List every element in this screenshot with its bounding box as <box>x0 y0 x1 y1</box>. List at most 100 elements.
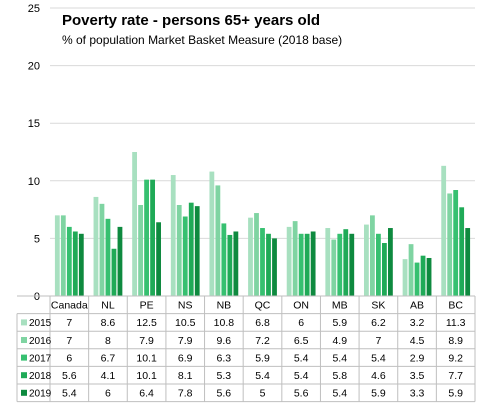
table-cell: 5.4 <box>62 388 77 400</box>
bar <box>453 190 459 296</box>
table-cell: 8.9 <box>448 335 463 347</box>
bar <box>292 221 298 296</box>
legend-label: 2015 <box>29 318 52 329</box>
table-cell: 6.4 <box>139 388 154 400</box>
table-cell: 5.6 <box>62 370 77 382</box>
bar <box>343 229 349 296</box>
x-tick-label: BC <box>448 300 463 312</box>
bar <box>99 203 105 296</box>
x-tick-label: MB <box>332 300 348 312</box>
bar <box>182 216 188 296</box>
legend-swatch <box>21 354 27 361</box>
bar <box>408 244 414 296</box>
table-cell: 4.9 <box>332 335 347 347</box>
table-cell: 5.4 <box>371 352 386 364</box>
table-cell: 5.9 <box>448 388 463 400</box>
bar <box>138 204 143 296</box>
x-tick-label: Canada <box>51 300 88 312</box>
bar <box>54 215 60 296</box>
legend-label: 2017 <box>29 353 52 364</box>
bar <box>194 206 200 296</box>
table-cell: 8.6 <box>101 317 116 329</box>
legend-swatch <box>21 372 27 379</box>
bar <box>105 218 111 296</box>
bar <box>248 217 253 296</box>
y-tick-label: 25 <box>28 3 40 15</box>
table-cell: 5 <box>260 388 266 400</box>
table-cell: 10.8 <box>214 317 235 329</box>
table-cell: 4.1 <box>101 370 116 382</box>
table-cell: 5.6 <box>294 388 309 400</box>
legend-label: 2019 <box>29 389 52 400</box>
table-cell: 2.9 <box>410 352 425 364</box>
bar <box>156 222 161 296</box>
legend-swatch <box>21 337 27 343</box>
bar <box>111 248 117 296</box>
table-cell: 10.5 <box>175 317 196 329</box>
bar <box>150 179 155 296</box>
table-cell: 8.1 <box>178 370 193 382</box>
data-table: Canada NL PE NS NB QC ON MB SK AB BC 2015 7 8.6 12.5 10… <box>16 295 476 403</box>
table-cell: 6 <box>298 317 304 329</box>
table-cell: 7 <box>66 317 72 329</box>
x-tick-label: NB <box>217 300 232 312</box>
chart-title: Poverty rate - persons 65+ years old <box>62 12 320 29</box>
bar <box>170 175 176 296</box>
y-tick-label: 5 <box>34 233 40 245</box>
legend-swatch <box>21 319 27 326</box>
table-cell: 7 <box>66 335 72 347</box>
table-cell: 5.4 <box>294 352 309 364</box>
table-cell: 6 <box>105 388 111 400</box>
legend-label: 2016 <box>29 336 52 347</box>
table-cell: 3.3 <box>410 388 425 400</box>
legend-label: 2018 <box>29 371 52 382</box>
bar <box>132 152 137 296</box>
bar <box>402 259 408 296</box>
table-cell: 12.5 <box>136 317 157 329</box>
table-cell: 6.8 <box>255 317 270 329</box>
y-tick-label: 10 <box>28 176 40 188</box>
bar <box>254 213 259 296</box>
bar <box>78 233 84 296</box>
bar <box>227 234 233 296</box>
bar <box>221 223 227 296</box>
x-tick-label: NL <box>101 300 115 312</box>
bar <box>233 231 239 296</box>
table-cell: 11.3 <box>446 317 466 329</box>
bar <box>304 233 310 296</box>
table-cell: 5.8 <box>332 370 347 382</box>
legend-swatch <box>21 389 27 396</box>
bar <box>459 207 465 296</box>
table-cell: 5.4 <box>294 370 309 382</box>
y-tick-label: 20 <box>28 61 40 73</box>
bar <box>93 196 99 296</box>
table-cell: 9.6 <box>217 335 232 347</box>
table-cell: 7.7 <box>448 370 463 382</box>
bar <box>441 165 447 296</box>
axes: 0 5 10 15 20 25 <box>28 3 40 303</box>
bar <box>310 231 316 296</box>
bar <box>349 233 355 296</box>
table-cell: 5.9 <box>371 388 386 400</box>
y-tick-label: 0 <box>34 291 40 303</box>
bar <box>60 215 66 296</box>
bar <box>364 224 369 296</box>
table-cell: 3.2 <box>410 317 425 329</box>
table-cell: 3.5 <box>410 370 425 382</box>
table-cell: 5.4 <box>255 370 270 382</box>
x-tick-label: PE <box>140 300 154 312</box>
chart-subtitle: % of population Market Basket Measure (2… <box>62 33 342 47</box>
table-cell: 5.4 <box>332 388 347 400</box>
bar <box>298 233 304 296</box>
table-cell: 7 <box>375 335 381 347</box>
table-cell: 6 <box>66 352 72 364</box>
bar <box>72 231 78 296</box>
bar <box>325 228 331 296</box>
table-cell: 5.6 <box>217 388 232 400</box>
table-cell: 7.8 <box>178 388 193 400</box>
bar <box>414 262 420 296</box>
table-cell: 5.3 <box>217 370 232 382</box>
bar <box>144 179 149 296</box>
bar <box>420 255 426 296</box>
bars <box>54 152 471 296</box>
